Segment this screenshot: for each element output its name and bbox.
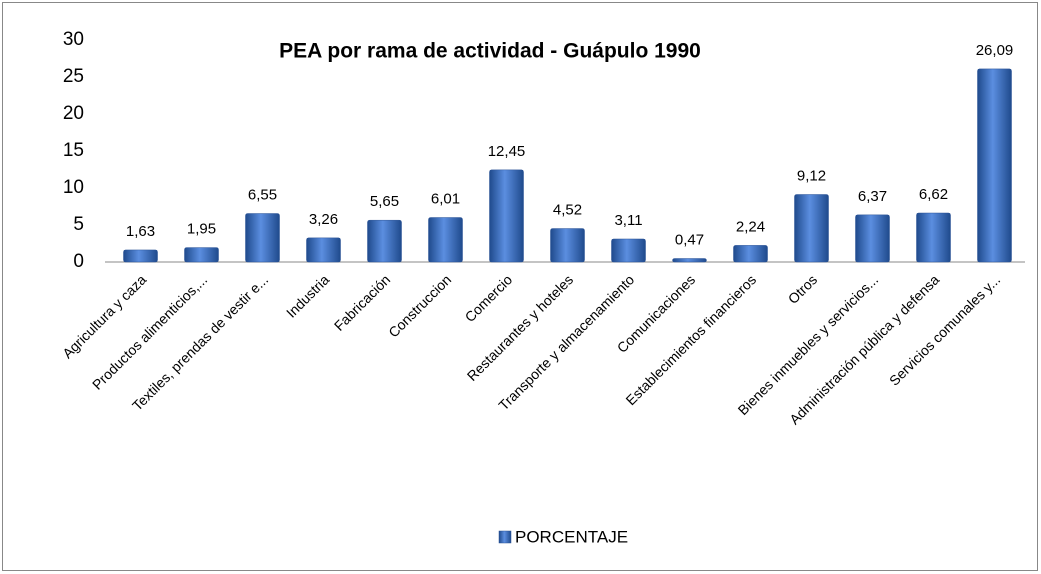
bar [245, 213, 280, 263]
legend-swatch [498, 530, 512, 544]
bar [977, 68, 1012, 263]
bar [550, 228, 585, 263]
y-tick-label: 0 [73, 251, 84, 272]
bar [306, 237, 341, 263]
value-label: 2,24 [736, 218, 765, 235]
value-label: 12,45 [488, 143, 526, 160]
value-label: 4,52 [553, 202, 582, 219]
y-tick-label: 5 [73, 214, 84, 235]
bar [367, 219, 402, 263]
y-tick-label: 20 [63, 103, 84, 124]
y-tick-label: 30 [63, 29, 84, 50]
value-label: 6,62 [919, 186, 948, 203]
bar [428, 217, 463, 263]
chart-title: PEA por rama de actividad - Guápulo 1990 [279, 40, 701, 63]
bar [611, 238, 646, 263]
bar [489, 169, 524, 263]
bar [123, 249, 158, 263]
value-label: 6,37 [858, 188, 887, 205]
value-label: 6,55 [248, 186, 277, 203]
value-label: 0,47 [675, 231, 704, 248]
bar [733, 245, 768, 263]
value-label: 9,12 [797, 167, 826, 184]
y-tick-label: 10 [63, 177, 84, 198]
value-label: 3,11 [614, 212, 642, 229]
value-label: 26,09 [976, 42, 1014, 59]
y-tick-label: 15 [63, 140, 84, 161]
bar [794, 194, 829, 263]
value-label: 5,65 [370, 193, 399, 210]
bar [855, 214, 890, 263]
bar [184, 247, 219, 263]
bar [672, 258, 707, 263]
y-tick-label: 25 [63, 66, 84, 87]
value-label: 1,63 [126, 223, 155, 240]
value-label: 6,01 [431, 190, 460, 207]
value-label: 3,26 [309, 211, 338, 228]
value-label: 1,95 [187, 221, 216, 238]
bar [916, 212, 951, 263]
legend-label: PORCENTAJE [515, 527, 628, 546]
